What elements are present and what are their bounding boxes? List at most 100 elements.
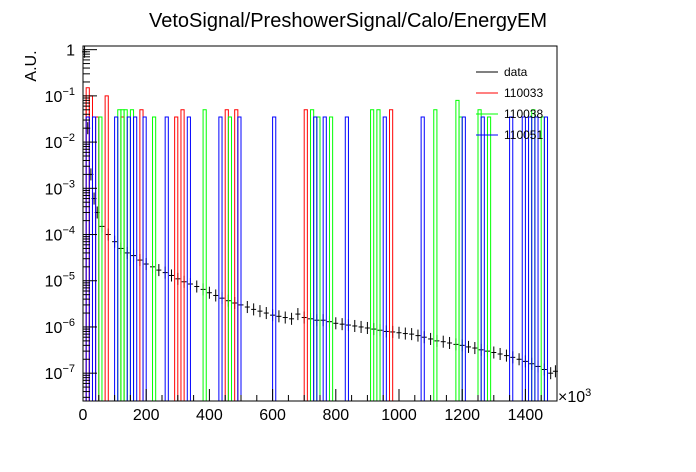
data-point (168, 269, 174, 282)
data-point (472, 342, 478, 355)
histogram-bin (303, 109, 308, 401)
histogram-bin (186, 116, 191, 401)
data-point (257, 305, 263, 318)
data-point (440, 335, 446, 348)
histogram-bin (480, 116, 485, 401)
histogram-bin (344, 116, 349, 401)
histogram-bin (528, 116, 533, 401)
data-point (339, 318, 345, 331)
y-tick-label-base: 10 (45, 89, 63, 106)
data-point (251, 303, 257, 316)
data-point (276, 310, 282, 323)
data-point (497, 347, 503, 361)
y-tick-label-exponent: −1 (62, 86, 75, 98)
legend-item: 110051 (476, 128, 543, 142)
y-axis-label: A.U. (23, 50, 40, 81)
y-tick-label-exponent: −3 (62, 178, 75, 190)
data-point (333, 317, 339, 330)
y-tick-label: 10−4 (45, 225, 75, 245)
legend-label: 110051 (504, 128, 543, 142)
y-tick-label-base: 10 (45, 135, 63, 152)
histogram-bin (313, 116, 318, 401)
histogram-bin (376, 109, 381, 401)
histogram-bin (521, 116, 526, 401)
y-tick-label: 1 (66, 43, 75, 60)
histogram-bin (272, 116, 277, 401)
data-point (428, 332, 434, 345)
histogram-bin (152, 116, 157, 401)
data-point (364, 321, 370, 335)
legend: data 110033 110038 110051 (476, 65, 543, 142)
histogram-bin (322, 116, 327, 401)
x-tick-label: 600 (259, 407, 286, 424)
x-tick-label: 1400 (508, 407, 544, 424)
histogram-bin (237, 116, 242, 401)
y-tick-label: 10−1 (45, 86, 75, 106)
data-point (194, 280, 200, 293)
legend-item: 110033 (476, 86, 543, 100)
legend-label: 110038 (504, 107, 543, 121)
data-point (352, 319, 358, 333)
x-tick-label: 800 (322, 407, 349, 424)
y-tick-label-base: 10 (45, 181, 63, 198)
data-point (396, 326, 402, 339)
y-tick-label-base: 1 (66, 43, 75, 60)
data-point (409, 328, 415, 341)
y-tick-label-base: 10 (45, 274, 63, 291)
data-point (282, 311, 288, 324)
histogram-bin (126, 116, 131, 401)
y-tick-label: 10−6 (45, 317, 75, 337)
data-point (447, 336, 453, 350)
x-tick-label: 1200 (444, 407, 480, 424)
histogram-bin (420, 116, 425, 401)
data-point (263, 307, 269, 320)
histogram-bin (164, 116, 169, 401)
y-tick-label-exponent: −4 (62, 225, 75, 237)
histogram-bin (174, 116, 179, 401)
series-110038 (98, 99, 545, 401)
y-axis: 10−710−610−510−410−310−210−11 (45, 43, 97, 398)
data-point (289, 312, 295, 325)
data-point (213, 289, 219, 302)
x-axis-exponent-power: 3 (585, 387, 591, 399)
histogram-bin (509, 116, 514, 401)
y-tick-label-exponent: −6 (62, 317, 75, 329)
y-tick-label-exponent: −5 (62, 271, 75, 283)
data-point (516, 353, 522, 366)
x-tick-label: 400 (196, 407, 223, 424)
histogram-bin (461, 116, 466, 401)
y-tick-label-base: 10 (45, 320, 63, 337)
histogram-bin (534, 116, 539, 401)
histogram-bin (104, 95, 109, 401)
histogram-bin (142, 116, 147, 401)
y-tick-label-base: 10 (45, 228, 63, 245)
data-point (503, 349, 509, 362)
data-point (466, 340, 472, 353)
y-tick-label: 10−3 (45, 178, 75, 198)
x-axis: 0 200 400 600 800 1000 1200 1400 (79, 389, 558, 424)
histogram-bin (202, 109, 207, 401)
legend-item: data (476, 65, 528, 79)
legend-label: 110033 (504, 86, 543, 100)
histogram-bin (370, 109, 375, 401)
histogram-bin (218, 116, 223, 401)
y-tick-label: 10−5 (45, 271, 75, 291)
histogram-bin (389, 109, 394, 401)
x-axis-exponent: ×103 (558, 387, 591, 406)
legend-item: 110038 (476, 107, 543, 121)
data-point (244, 300, 250, 314)
histogram-bin (433, 109, 438, 401)
x-tick-label: 0 (79, 407, 88, 424)
data-point (491, 346, 497, 359)
x-tick-label: 200 (133, 407, 160, 424)
histogram-bin (98, 116, 103, 401)
y-tick-label-exponent: −2 (62, 132, 75, 144)
histogram-bin (486, 116, 492, 401)
chart-title: VetoSignal/PreshowerSignal/Calo/EnergyEM (149, 10, 547, 32)
y-tick-label: 10−2 (45, 132, 75, 152)
histogram-bin (180, 109, 185, 401)
x-tick-label: 1000 (381, 407, 417, 424)
histogram-bin (114, 116, 119, 401)
series-110051 (85, 116, 549, 401)
histogram-bin (91, 116, 97, 401)
